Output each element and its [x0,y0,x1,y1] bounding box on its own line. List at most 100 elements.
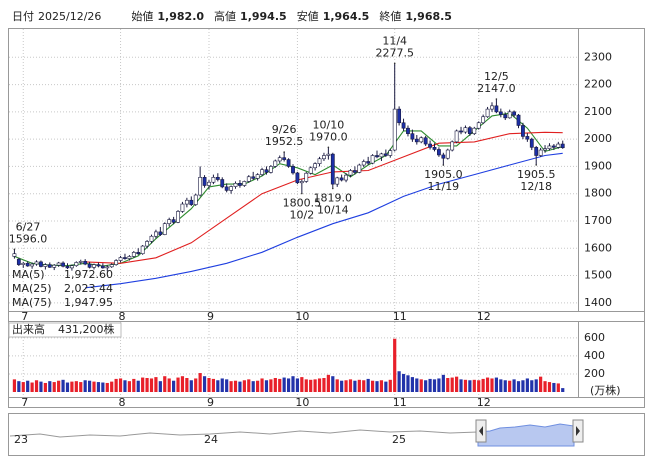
candle-body [437,149,441,156]
candle-body [140,245,145,255]
volume-bar [428,378,432,392]
field-value: 1,982.0 [157,10,204,23]
candle-body [512,111,516,116]
x-tick-label: 7 [21,396,28,409]
candle-body [211,177,216,183]
field-label: 安値 [297,10,319,23]
candle-body [264,169,269,173]
ma-line [85,152,563,289]
volume-bar [216,380,220,392]
candle-body [304,172,309,182]
volume-bar [145,378,149,392]
annotation-anchor [301,192,303,195]
x-tick-label: 10 [295,396,309,409]
candle-body [490,105,494,110]
annotation-date: 10/14 [317,204,349,217]
annotation-anchor [495,98,498,100]
volume-bar [335,379,339,392]
volume-bar [295,378,300,392]
candle-body [74,262,79,267]
volume-unit: (万株) [590,383,621,397]
candle-body [299,181,304,184]
candle-body [467,127,472,134]
volume-bar [189,380,193,392]
candle-body [282,157,287,160]
volume-bar [233,380,238,392]
volume-bar [317,378,322,392]
annotation-anchor [13,248,16,251]
volume-bar [463,379,468,392]
volume-bar [490,378,494,392]
volume-title: 出来高 [12,322,45,336]
volume-bar [57,380,61,392]
candle-body [78,261,83,263]
field-label: 終値 [379,10,401,23]
candle-body [189,199,194,205]
candle-body [521,125,525,137]
volume-bar [534,379,538,392]
volume-bar [26,380,30,392]
volume-bar [525,378,529,392]
x-tick-label: 10 [295,310,309,323]
volume-bar [34,380,39,392]
volume-bar [264,380,269,392]
x-tick-label: 12 [477,310,491,323]
candle-body [392,108,397,151]
candle-body [445,149,450,159]
candle-body [202,177,207,186]
volume-bar [96,382,101,392]
volume-bar [432,379,437,392]
candle-body [39,261,43,267]
volume-bar [370,380,375,392]
candle-body [525,136,530,140]
candle-body [366,161,371,164]
volume-bar [101,382,105,392]
volume-bar [291,376,295,392]
candle-body [198,177,203,196]
volume-bar [309,379,313,392]
volume-bar [362,380,366,392]
candle-body [154,231,158,237]
volume-bar [472,379,476,392]
candle-body [344,174,348,181]
volume-bar [225,379,229,392]
volume-bar [30,382,34,392]
annotation-anchor [283,151,285,153]
navigator-label: 24 [204,433,218,446]
volume-bar [379,380,384,392]
annotation-date: 12/18 [520,180,552,193]
volume-bar [21,382,25,392]
volume-bar [172,380,176,392]
candle-body [105,266,110,269]
candle-body [184,199,189,205]
volume-bar [229,381,233,392]
candle-body [158,231,163,235]
volume-bar [397,371,401,392]
candle-body [21,262,26,265]
volume-bar [158,381,162,392]
candle-body [167,219,172,224]
candle-body [246,176,251,182]
annotation-value: 1905.0 [424,168,463,181]
candle-body [388,150,393,156]
navigator[interactable] [8,413,645,456]
y-tick-label: 1500 [584,269,612,282]
volume-bar [123,380,127,392]
candle-body [176,211,180,223]
candle-body [459,130,463,133]
volume-bar [256,380,260,392]
annotation-value: 2277.5 [375,46,414,59]
volume-bar [132,378,136,392]
candle-body [145,241,149,247]
candle-body [47,264,52,268]
volume-bar [242,380,246,392]
candle-body [335,177,340,185]
volume-legend-box [8,322,122,338]
annotation-value: 1905.5 [517,168,556,181]
candle-body [16,258,21,265]
volume-bar [92,381,96,392]
candle-body [273,160,278,167]
candle-body [207,181,211,186]
volume-bar [251,381,255,392]
volume-bar [185,378,189,392]
